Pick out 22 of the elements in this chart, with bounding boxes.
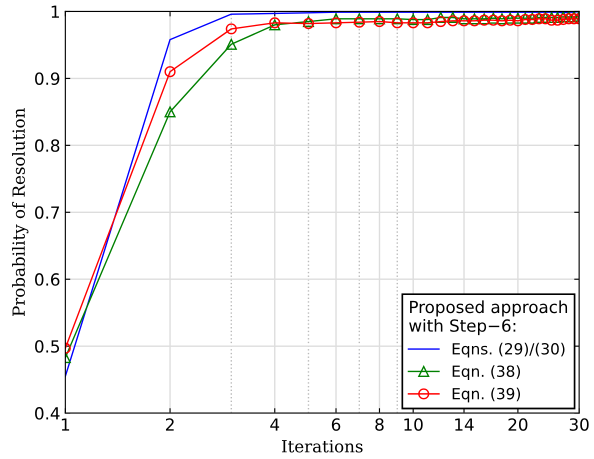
x-tick-label: 30 bbox=[570, 418, 589, 431]
x-tick-label: 8 bbox=[375, 418, 384, 431]
y-tick-label: 0.9 bbox=[35, 72, 60, 85]
x-tick-label: 14 bbox=[455, 418, 474, 431]
x-tick-label: 2 bbox=[166, 418, 174, 431]
legend-title: Proposed approach with Step−6: bbox=[409, 300, 568, 336]
y-tick-label: 0.4 bbox=[35, 407, 60, 420]
y-tick-label: 0.8 bbox=[35, 139, 60, 152]
x-tick-label: 1 bbox=[62, 418, 70, 431]
legend-label: Eqns. (29)/(30) bbox=[452, 342, 564, 358]
y-tick-label: 0.6 bbox=[35, 273, 60, 286]
y-tick-label: 0.7 bbox=[35, 206, 60, 219]
x-tick-label: 6 bbox=[332, 418, 340, 431]
x-axis-title: Iterations bbox=[282, 440, 363, 453]
y-axis-title: Probability of Resolution bbox=[12, 108, 28, 316]
x-tick-label: 10 bbox=[404, 418, 423, 431]
x-tick-label: 4 bbox=[270, 418, 280, 431]
legend-label: Eqn. (38) bbox=[452, 365, 520, 380]
y-tick-label: 1 bbox=[52, 6, 59, 18]
y-tick-label: 0.5 bbox=[35, 340, 60, 353]
x-tick-label: 20 bbox=[508, 418, 528, 431]
legend-label: Eqn. (39) bbox=[452, 388, 520, 402]
